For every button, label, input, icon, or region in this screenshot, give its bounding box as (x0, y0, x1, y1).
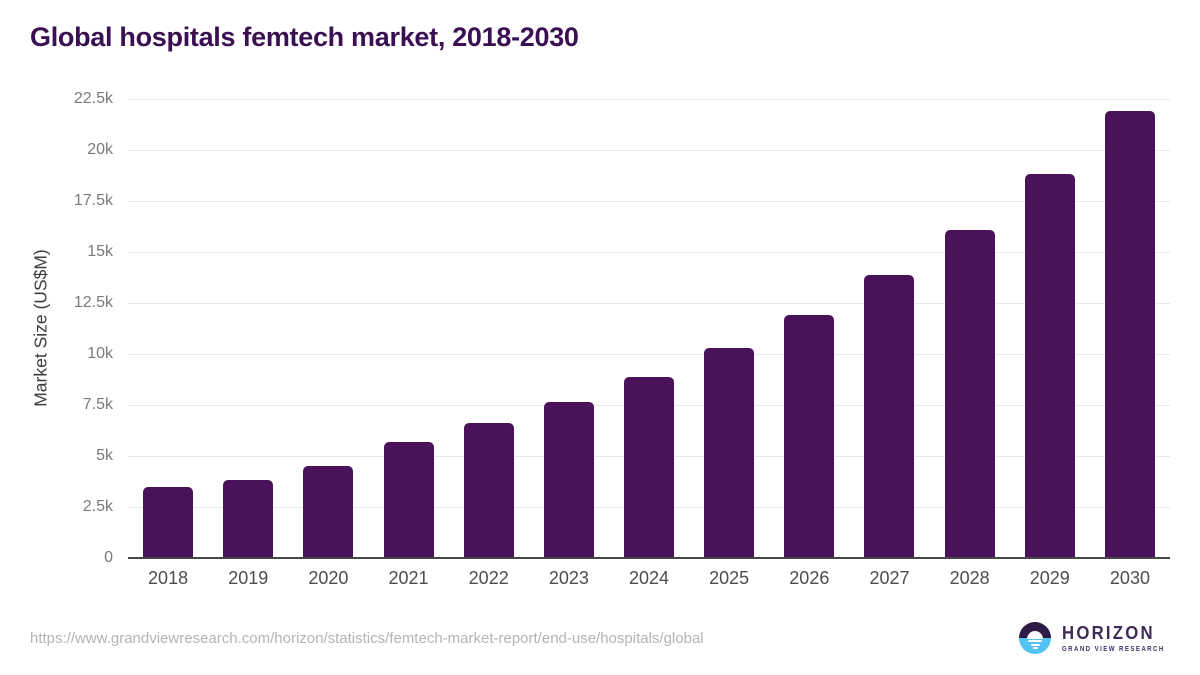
bar-2020[interactable] (303, 466, 354, 558)
gridline (128, 252, 1170, 253)
horizon-logo: HORIZON GRAND VIEW RESEARCH (1019, 622, 1187, 654)
bar-slot (1090, 99, 1170, 558)
bar-slot (288, 99, 368, 558)
y-tick-label: 15k (87, 243, 113, 260)
x-tick-label: 2021 (388, 568, 429, 588)
x-tick-label: 2023 (548, 568, 589, 588)
x-tick-label: 2024 (628, 568, 670, 588)
x-axis-tick-labels: 2018 2019 2020 2021 2022 2023 2024 2025 2026 2027… (128, 568, 1170, 589)
x-tick-label: 2020 (308, 568, 349, 588)
ripple-shape (1032, 647, 1038, 650)
bar-slot (529, 99, 609, 558)
y-tick-label: 12.5k (73, 294, 113, 311)
bar-2027[interactable] (864, 275, 915, 558)
logo-subbrand-text: GRAND VIEW RESEARCH (1062, 643, 1165, 653)
plot-area (128, 99, 1170, 559)
source-url: https://www.grandviewresearch.com/horizo… (30, 630, 704, 647)
gridline (128, 303, 1170, 304)
x-tick-label: 2029 (1029, 568, 1070, 588)
ripple-shape (1028, 640, 1042, 643)
bar-slot (689, 99, 769, 558)
sun-dome-shape (1027, 630, 1043, 639)
y-tick-label: 7.5k (82, 396, 113, 413)
ripple-shape (1030, 643, 1040, 646)
y-tick-label: 2.5k (82, 498, 113, 515)
sun-horizon-icon (1019, 622, 1051, 654)
y-tick-label: 22.5k (73, 90, 113, 107)
y-tick-label: 10k (87, 345, 113, 362)
y-tick-label: 17.5k (73, 192, 113, 209)
x-tick-label: 2030 (1109, 568, 1150, 588)
x-tick-label: 2025 (709, 568, 750, 588)
y-tick-label: 0 (104, 549, 113, 566)
x-axis-line (128, 557, 1170, 559)
y-tick-label: 20k (87, 141, 113, 158)
gridline (128, 99, 1170, 100)
logo-brand-text: HORIZON (1062, 622, 1155, 643)
bar-slot (769, 99, 849, 558)
x-tick-label: 2018 (148, 568, 189, 588)
bar-2029[interactable] (1024, 174, 1075, 558)
bar-slot (1010, 99, 1090, 558)
bar-slot (208, 99, 288, 558)
x-tick-label: 2019 (228, 568, 269, 588)
bar-slot (849, 99, 929, 558)
gridline (128, 201, 1170, 202)
bar-2026[interactable] (784, 315, 835, 558)
bar-2019[interactable] (223, 480, 274, 558)
logo-wordmark: HORIZON GRAND VIEW RESEARCH (1062, 624, 1187, 653)
bar-2025[interactable] (704, 347, 755, 558)
gridline (128, 354, 1170, 355)
y-tick-label: 5k (96, 447, 113, 464)
bar-slot (930, 99, 1010, 558)
bar-2021[interactable] (383, 441, 434, 558)
x-tick-label: 2022 (468, 568, 509, 588)
x-tick-label: 2026 (789, 568, 830, 588)
x-tick-label: 2028 (949, 568, 990, 588)
bar-2024[interactable] (624, 377, 675, 558)
bar-slot (449, 99, 529, 558)
y-axis-tick-labels: 0 2.5k 5k 7.5k 10k 12.5k 15k 17.5k 20k 22.5k (0, 90, 113, 566)
bar-2018[interactable] (143, 486, 194, 558)
bar-series (128, 99, 1170, 558)
chart-title: Global hospitals femtech market, 2018-20… (30, 22, 579, 52)
bar-slot (128, 99, 208, 558)
x-tick-label: 2027 (869, 568, 910, 588)
bar-2028[interactable] (944, 229, 995, 558)
bar-slot (609, 99, 689, 558)
bar-slot (368, 99, 448, 558)
bar-2022[interactable] (463, 423, 514, 558)
bar-2023[interactable] (543, 401, 594, 558)
gridline (128, 150, 1170, 151)
bar-2030[interactable] (1104, 111, 1155, 558)
